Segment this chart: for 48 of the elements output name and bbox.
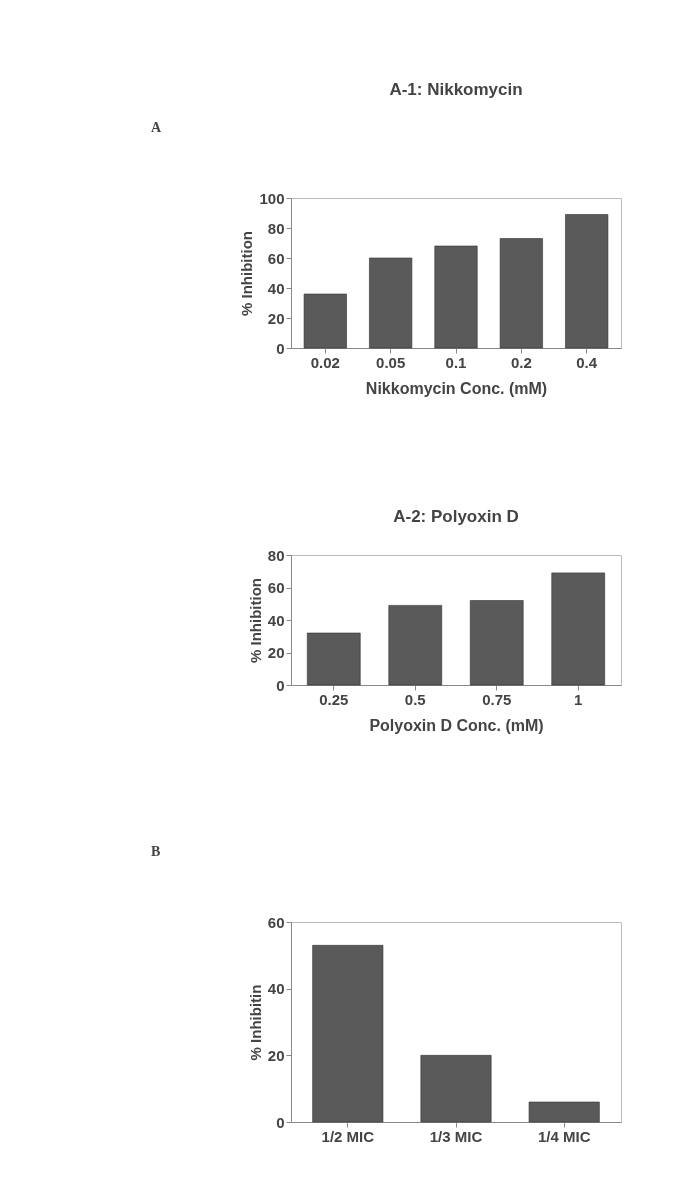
y-tick-label: 60 [267, 579, 285, 596]
bar [369, 257, 413, 349]
bar [565, 214, 609, 349]
bar [499, 238, 543, 349]
y-tick-label: 0 [276, 676, 285, 694]
x-tick-label: 1/4 MIC [537, 1127, 591, 1145]
y-tick-label: 0 [276, 339, 285, 357]
y-axis-title: % Inhibition [238, 231, 256, 316]
y-tick-label: 60 [267, 249, 285, 267]
x-tick-label: 0.1 [445, 353, 467, 371]
bar [528, 1101, 600, 1123]
x-axis-title: Nikkomycin Conc. (mM) [365, 379, 548, 397]
chart-title: A-2: Polyoxin D [393, 507, 519, 526]
x-tick-label: 0.2 [510, 353, 532, 371]
text: A [151, 120, 162, 135]
y-tick-label: 100 [259, 189, 285, 207]
x-tick-label: 0.5 [404, 690, 426, 708]
x-tick-label: 0.02 [310, 353, 340, 371]
y-tick-label: 20 [267, 309, 285, 327]
bar [388, 605, 443, 686]
bar [312, 945, 384, 1123]
x-tick-label: 0.4 [576, 353, 598, 371]
x-tick-label: 1 [574, 690, 583, 708]
x-tick-label: 1/3 MIC [429, 1127, 483, 1145]
y-tick-label: 80 [267, 546, 285, 564]
bar [307, 632, 361, 686]
text: B [151, 844, 161, 859]
bar [469, 600, 524, 686]
x-tick-label: 0.05 [376, 353, 406, 371]
bar [551, 572, 605, 686]
y-tick-label: 60 [267, 913, 285, 931]
x-tick-label: 1/2 MIC [321, 1127, 375, 1145]
bar [303, 293, 347, 349]
chart-title: A-1: Nikkomycin [389, 80, 523, 99]
y-tick-label: 80 [267, 219, 285, 237]
y-tick-label: 20 [267, 644, 285, 661]
y-tick-label: 40 [267, 279, 285, 297]
y-tick-label: 40 [267, 980, 285, 998]
y-tick-label: 0 [276, 1113, 285, 1131]
x-tick-label: 0.75 [482, 690, 512, 708]
bar [420, 1055, 492, 1123]
y-tick-label: 20 [267, 1046, 285, 1064]
y-axis-title: % Inhibition [246, 578, 264, 663]
y-axis-title: % Inhibitin [246, 984, 264, 1061]
x-axis-title: Polyoxin D Conc. (mM) [369, 716, 544, 734]
bar [434, 245, 478, 349]
x-tick-label: 0.25 [319, 690, 349, 708]
y-tick-label: 40 [267, 611, 285, 629]
